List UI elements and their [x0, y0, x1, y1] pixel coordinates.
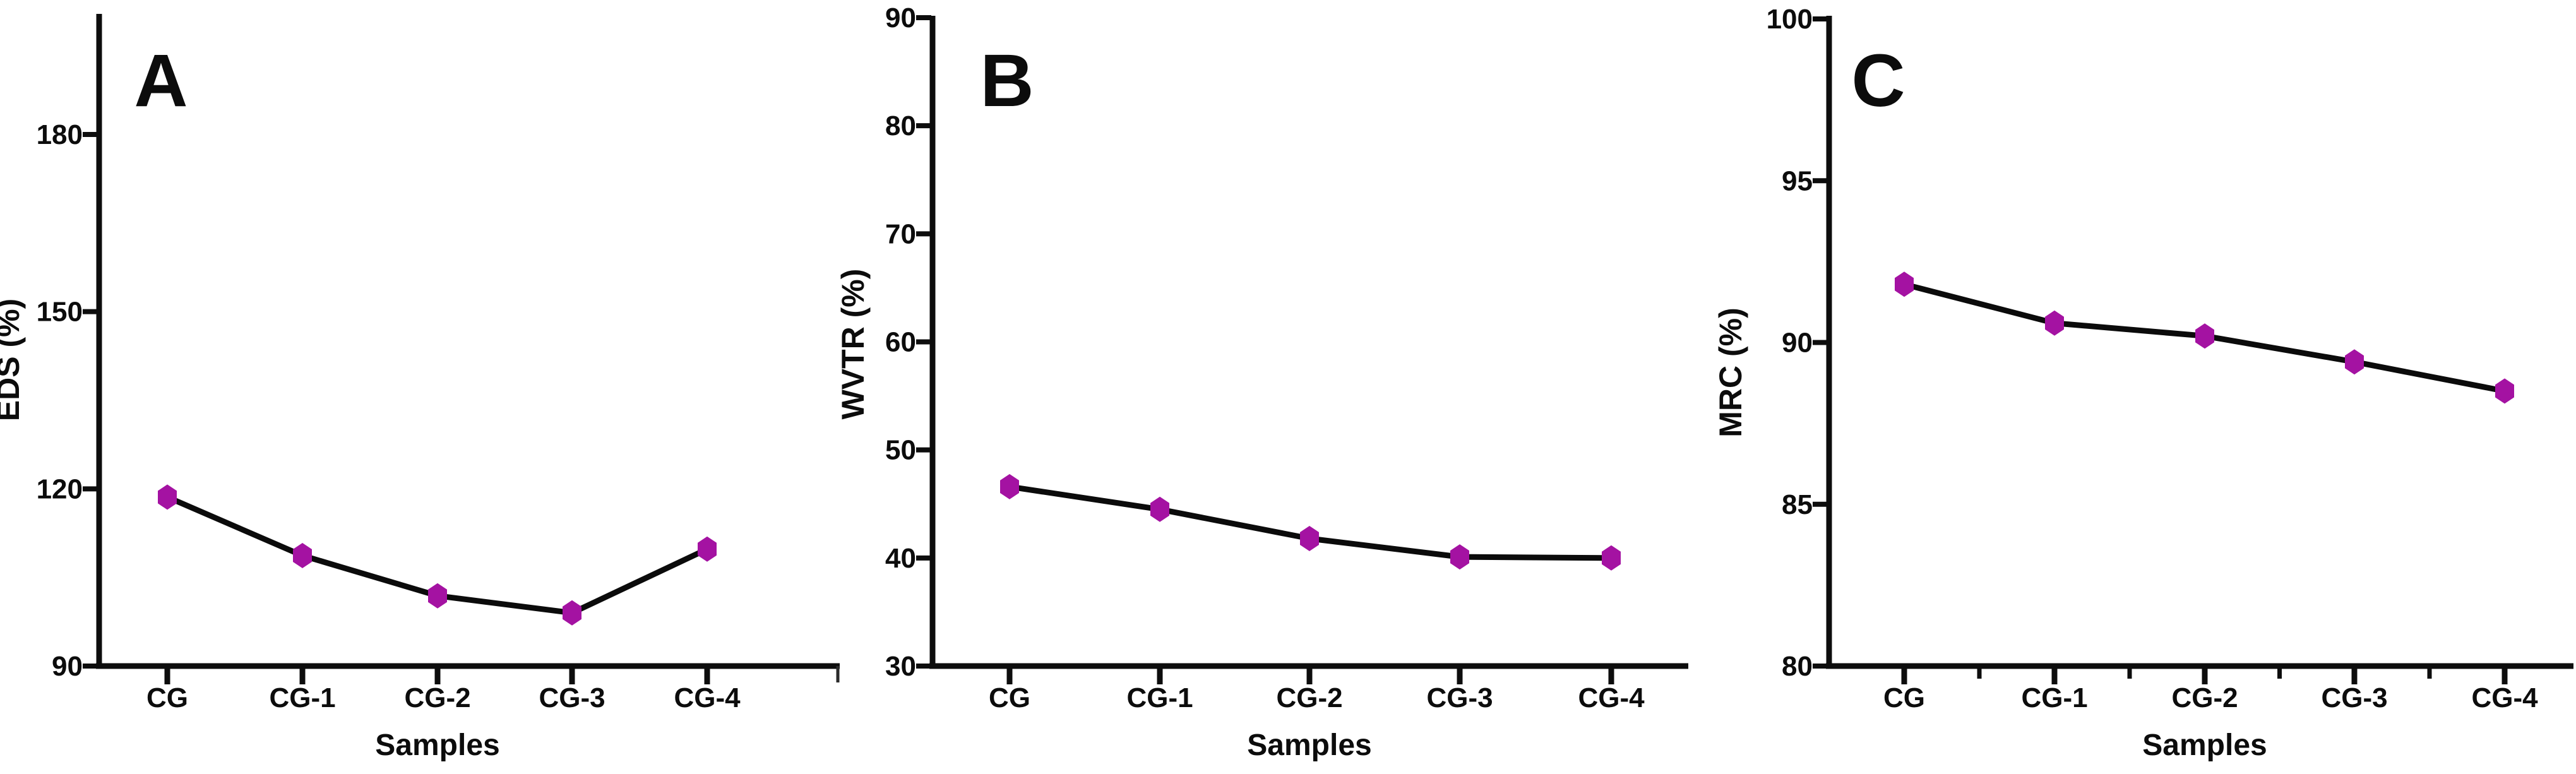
chart-panel-c: 80 85 90 95 100 CG CG-1 CG-2 CG-3 CG-4 C MRC (%) Sam… [1713, 4, 2573, 762]
y-tick-label-b-30: 30 [885, 651, 916, 682]
chart-panel-a: 90 120 150 180 CG CG-1 CG-2 CG-3 CG-4 A EDS (%) Sam… [0, 14, 840, 762]
y-tick-label-b-90: 90 [885, 3, 916, 33]
x-tick-label-b-cg-2: CG-2 [1276, 682, 1342, 713]
panel-letter-a: A [134, 39, 188, 122]
data-point-b-cg-3 [1450, 544, 1469, 570]
data-point-b-cg-2 [1300, 526, 1319, 551]
x-tick-label-c-cg-2: CG-2 [2171, 682, 2238, 713]
data-point-c-cg-3 [2345, 349, 2364, 375]
y-tick-label-b-70: 70 [885, 218, 916, 249]
x-tick-label-b-cg-3: CG-3 [1426, 682, 1493, 713]
x-tick-label-a-cg-4: CG-4 [674, 682, 741, 713]
y-tick-label-c-100: 100 [1767, 4, 1813, 35]
y-axis-title-c: MRC (%) [1713, 307, 1748, 438]
y-tick-label-a-90: 90 [52, 651, 83, 682]
x-tick-label-b-cg-1: CG-1 [1126, 682, 1193, 713]
x-tick-label-b-cg-4: CG-4 [1578, 682, 1645, 713]
panel-letter-c: C [1851, 39, 1905, 122]
data-point-c-cg-2 [2195, 323, 2214, 349]
y-tick-label-b-60: 60 [885, 326, 916, 357]
y-tick-label-a-150: 150 [37, 297, 83, 328]
x-tick-label-a-cg: CG [146, 682, 188, 713]
y-tick-label-a-120: 120 [37, 473, 83, 504]
panel-letter-b: B [980, 39, 1034, 122]
y-tick-label-b-80: 80 [885, 110, 916, 141]
data-point-a-cg-4 [698, 536, 717, 562]
y-tick-label-c-85: 85 [1782, 489, 1813, 520]
data-point-a-cg [158, 484, 177, 510]
data-point-c-cg-4 [2495, 378, 2514, 404]
x-tick-label-a-cg-3: CG-3 [539, 682, 605, 713]
chart-panel-b: 30 40 50 60 70 80 90 CG CG-1 CG-2 CG-3 CG-4 B WVTR (%… [835, 3, 1688, 762]
y-tick-label-a-180: 180 [37, 119, 83, 150]
y-axis-title-a: EDS (%) [0, 299, 26, 421]
data-point-b-cg-4 [1602, 545, 1621, 571]
y-tick-label-b-40: 40 [885, 543, 916, 574]
data-point-a-cg-2 [428, 583, 447, 609]
x-tick-label-c-cg: CG [1883, 682, 1925, 713]
data-point-a-cg-1 [293, 543, 312, 568]
x-tick-label-b-cg: CG [989, 682, 1030, 713]
data-point-b-cg [1000, 473, 1019, 499]
y-axis-title-b: WVTR (%) [835, 269, 871, 420]
data-point-a-cg-3 [563, 600, 581, 626]
x-tick-label-c-cg-3: CG-3 [2321, 682, 2387, 713]
y-tick-label-c-80: 80 [1782, 651, 1813, 682]
y-tick-label-c-95: 95 [1782, 165, 1813, 196]
x-axis-title-b: Samples [1247, 729, 1371, 762]
x-tick-label-a-cg-1: CG-1 [269, 682, 335, 713]
data-point-c-cg [1895, 271, 1914, 297]
x-axis-title-a: Samples [375, 729, 499, 762]
x-tick-label-c-cg-1: CG-1 [2021, 682, 2087, 713]
data-point-c-cg-1 [2045, 310, 2064, 336]
y-tick-label-c-90: 90 [1782, 328, 1813, 359]
x-tick-label-a-cg-2: CG-2 [404, 682, 470, 713]
data-point-b-cg-1 [1150, 496, 1169, 522]
x-axis-title-c: Samples [2142, 729, 2267, 762]
x-tick-label-c-cg-4: CG-4 [2471, 682, 2538, 713]
y-tick-label-b-50: 50 [885, 435, 916, 466]
